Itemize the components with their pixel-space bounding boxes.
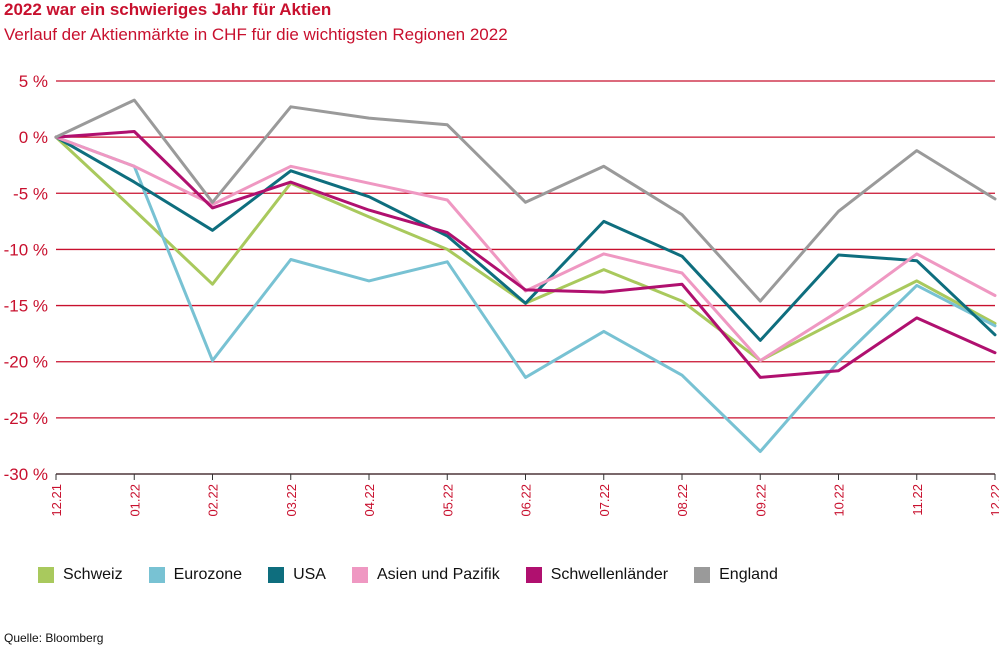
legend-label: USA bbox=[293, 566, 326, 583]
x-tick-label: 08.22 bbox=[675, 484, 690, 517]
x-tick-label: 10.22 bbox=[832, 484, 847, 517]
series-line-england bbox=[54, 98, 997, 303]
legend-swatch bbox=[525, 567, 542, 583]
x-tick-label: 09.22 bbox=[753, 484, 768, 517]
legend-item: Schwellenländer bbox=[525, 566, 669, 584]
legend-item: USA bbox=[268, 566, 326, 584]
legend-item: Eurozone bbox=[148, 566, 243, 584]
legend-swatch bbox=[694, 567, 711, 583]
legend-item: Schweiz bbox=[38, 566, 123, 584]
chart-title: 2022 war ein schwieriges Jahr für Aktien bbox=[4, 0, 332, 19]
legend-label: Eurozone bbox=[173, 566, 243, 583]
legend-swatch bbox=[351, 567, 368, 583]
x-tick-label: 05.22 bbox=[440, 484, 455, 517]
legend-label: Schwellenländer bbox=[550, 566, 669, 583]
y-tick-label: -30 % bbox=[4, 465, 48, 484]
x-tick-label: 12.22 bbox=[988, 484, 999, 517]
x-tick-label: 12.21 bbox=[49, 484, 64, 517]
chart-subtitle: Verlauf der Aktienmärkte in CHF für die … bbox=[4, 25, 508, 44]
series-line-schwellenländer bbox=[54, 130, 997, 379]
x-tick-label: 02.22 bbox=[206, 484, 221, 517]
x-tick-label: 06.22 bbox=[519, 484, 534, 517]
y-tick-label: 0 % bbox=[19, 128, 48, 147]
chart-legend: Schweiz Eurozone USA Asien und Pazifik Schwe… bbox=[38, 566, 804, 584]
legend-label: Schweiz bbox=[63, 566, 123, 583]
legend-item: Asien und Pazifik bbox=[351, 566, 500, 584]
legend-label: Asien und Pazifik bbox=[376, 566, 500, 583]
series-line-eurozone bbox=[54, 135, 997, 453]
y-tick-label: 5 % bbox=[19, 72, 48, 91]
legend-swatch bbox=[38, 567, 54, 583]
y-tick-label: -10 % bbox=[4, 240, 48, 259]
legend-swatch bbox=[268, 567, 285, 583]
x-tick-label: 01.22 bbox=[127, 484, 142, 517]
legend-swatch bbox=[148, 567, 165, 583]
y-tick-label: -15 % bbox=[4, 297, 48, 316]
legend-label: England bbox=[719, 566, 778, 583]
y-tick-label: -25 % bbox=[4, 409, 48, 428]
y-tick-label: -5 % bbox=[13, 184, 48, 203]
y-tick-label: -20 % bbox=[4, 353, 48, 372]
source-note: Quelle: Bloomberg bbox=[4, 631, 104, 645]
x-tick-label: 04.22 bbox=[362, 484, 377, 517]
x-tick-label: 11.22 bbox=[910, 484, 925, 516]
series-line-usa bbox=[54, 135, 997, 342]
x-tick-label: 07.22 bbox=[597, 484, 612, 517]
legend-item: England bbox=[694, 566, 778, 584]
x-tick-label: 03.22 bbox=[284, 484, 299, 517]
